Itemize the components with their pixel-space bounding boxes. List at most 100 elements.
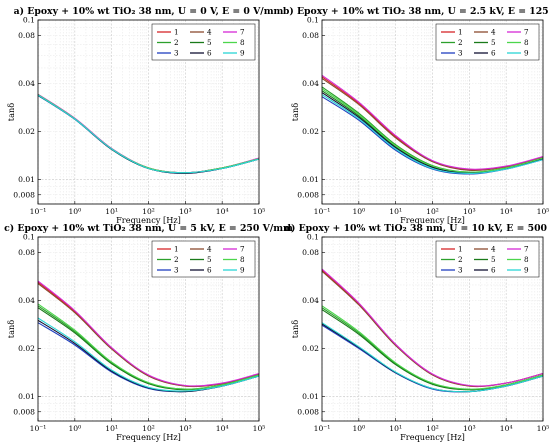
- y-axis-label: tanδ: [6, 320, 16, 338]
- series-line-4: [321, 77, 544, 172]
- x-axis-label: Frequency [Hz]: [400, 215, 465, 225]
- y-tick-label: 0.1: [23, 233, 35, 242]
- legend-label-9: 9: [240, 266, 245, 275]
- y-tick-label: 0.02: [18, 344, 35, 353]
- legend-label-5: 5: [491, 255, 496, 264]
- legend-label-9: 9: [240, 49, 245, 58]
- x-tick-label: 10⁴: [500, 424, 513, 433]
- chart-title: a) Epoxy + 10% wt TiO₂ 38 nm, U = 0 V, E…: [14, 6, 284, 17]
- x-tick-label: 10³: [463, 424, 476, 433]
- legend: 12 3 45 6 78 9: [151, 240, 256, 278]
- x-tick-label: 10¹: [105, 207, 118, 216]
- y-tick-label: 0.02: [302, 127, 319, 136]
- legend-label-2: 2: [458, 38, 463, 47]
- x-tick-label: 10²: [142, 424, 155, 433]
- y-tick-label: 0.08: [18, 248, 35, 257]
- chart-title: b) Epoxy + 10% wt TiO₂ 38 nm, U = 2.5 kV…: [283, 6, 550, 17]
- legend-label-2: 2: [174, 38, 179, 47]
- legend-label-6: 6: [491, 266, 496, 275]
- x-tick-label: 10⁻¹: [30, 207, 47, 216]
- x-tick-label: 10³: [463, 207, 476, 216]
- series-line-9: [37, 94, 260, 174]
- x-tick-label: 10⁰: [68, 207, 81, 216]
- chart-panel-4: d) Epoxy + 10% wt TiO₂ 38 nm, U = 10 kV,…: [284, 223, 550, 442]
- y-axis-label: tanδ: [290, 103, 300, 121]
- legend-label-9: 9: [524, 49, 529, 58]
- y-tick-label: 0.008: [13, 190, 35, 199]
- x-tick-label: 10⁵: [537, 424, 550, 433]
- chart-panel-1: a) Epoxy + 10% wt TiO₂ 38 nm, U = 0 V, E…: [6, 6, 284, 225]
- series-line-8: [37, 303, 260, 390]
- x-axis-label: Frequency [Hz]: [116, 432, 181, 442]
- x-tick-label: 10¹: [389, 424, 402, 433]
- legend-label-3: 3: [174, 266, 179, 275]
- legend-label-8: 8: [524, 38, 529, 47]
- legend-label-8: 8: [240, 255, 245, 264]
- y-tick-label: 0.02: [18, 127, 35, 136]
- legend-label-7: 7: [240, 245, 245, 254]
- x-tick-label: 10³: [179, 424, 192, 433]
- series-line-9: [37, 317, 260, 392]
- y-tick-label: 0.04: [18, 296, 35, 305]
- legend-label-3: 3: [458, 266, 463, 275]
- series-line-8: [321, 305, 544, 390]
- chart-title: c) Epoxy + 10% wt TiO₂ 38 nm, U = 5 kV, …: [4, 223, 293, 234]
- legend: 12 3 45 6 78 9: [151, 23, 256, 61]
- legend-label-1: 1: [458, 245, 463, 254]
- legend-label-5: 5: [207, 255, 212, 264]
- x-axis-label: Frequency [Hz]: [400, 432, 465, 442]
- x-tick-label: 10²: [426, 424, 439, 433]
- legend-label-6: 6: [207, 266, 212, 275]
- y-tick-label: 0.08: [18, 31, 35, 40]
- chart-title: d) Epoxy + 10% wt TiO₂ 38 nm, U = 10 kV,…: [284, 223, 550, 234]
- legend-label-5: 5: [207, 38, 212, 47]
- legend-label-2: 2: [174, 255, 179, 264]
- legend-label-6: 6: [207, 49, 212, 58]
- legend-label-8: 8: [524, 255, 529, 264]
- legend: 12 3 45 6 78 9: [435, 240, 540, 278]
- legend-label-4: 4: [207, 245, 212, 254]
- legend-label-9: 9: [524, 266, 529, 275]
- legend-label-7: 7: [240, 28, 245, 37]
- x-tick-label: 10⁵: [253, 207, 266, 216]
- x-tick-label: 10¹: [105, 424, 118, 433]
- x-tick-label: 10²: [426, 207, 439, 216]
- y-tick-label: 0.01: [18, 175, 35, 184]
- legend-label-3: 3: [174, 49, 179, 58]
- y-tick-label: 0.008: [297, 407, 319, 416]
- x-tick-label: 10⁵: [253, 424, 266, 433]
- legend-label-2: 2: [458, 255, 463, 264]
- legend-label-1: 1: [174, 28, 179, 37]
- legend-label-8: 8: [240, 38, 245, 47]
- series-line-7: [321, 74, 544, 170]
- y-tick-label: 0.04: [302, 296, 319, 305]
- y-tick-label: 0.04: [18, 79, 35, 88]
- x-tick-label: 10¹: [389, 207, 402, 216]
- y-tick-label: 0.04: [302, 79, 319, 88]
- series-line-7: [37, 280, 260, 387]
- series-line-9: [321, 322, 544, 393]
- legend-label-5: 5: [491, 38, 496, 47]
- x-tick-label: 10³: [179, 207, 192, 216]
- y-tick-label: 0.08: [302, 248, 319, 257]
- y-tick-label: 0.1: [23, 16, 35, 25]
- x-tick-label: 10⁻¹: [314, 424, 331, 433]
- legend-label-4: 4: [491, 245, 496, 254]
- legend-label-7: 7: [524, 245, 529, 254]
- series-line-6: [321, 92, 544, 174]
- series-line-7: [321, 268, 544, 387]
- chart-panel-3: c) Epoxy + 10% wt TiO₂ 38 nm, U = 5 kV, …: [4, 223, 293, 442]
- y-axis-label: tanδ: [290, 320, 300, 338]
- y-tick-label: 0.01: [18, 392, 35, 401]
- legend: 12 3 45 6 78 9: [435, 23, 540, 61]
- x-tick-label: 10⁴: [216, 424, 229, 433]
- series-line-8: [321, 88, 544, 173]
- legend-label-4: 4: [207, 28, 212, 37]
- x-tick-label: 10⁰: [68, 424, 81, 433]
- legend-label-1: 1: [174, 245, 179, 254]
- x-tick-label: 10⁻¹: [314, 207, 331, 216]
- y-tick-label: 0.01: [302, 175, 319, 184]
- x-tick-label: 10²: [142, 207, 155, 216]
- y-tick-label: 0.02: [302, 344, 319, 353]
- y-tick-label: 0.1: [307, 16, 319, 25]
